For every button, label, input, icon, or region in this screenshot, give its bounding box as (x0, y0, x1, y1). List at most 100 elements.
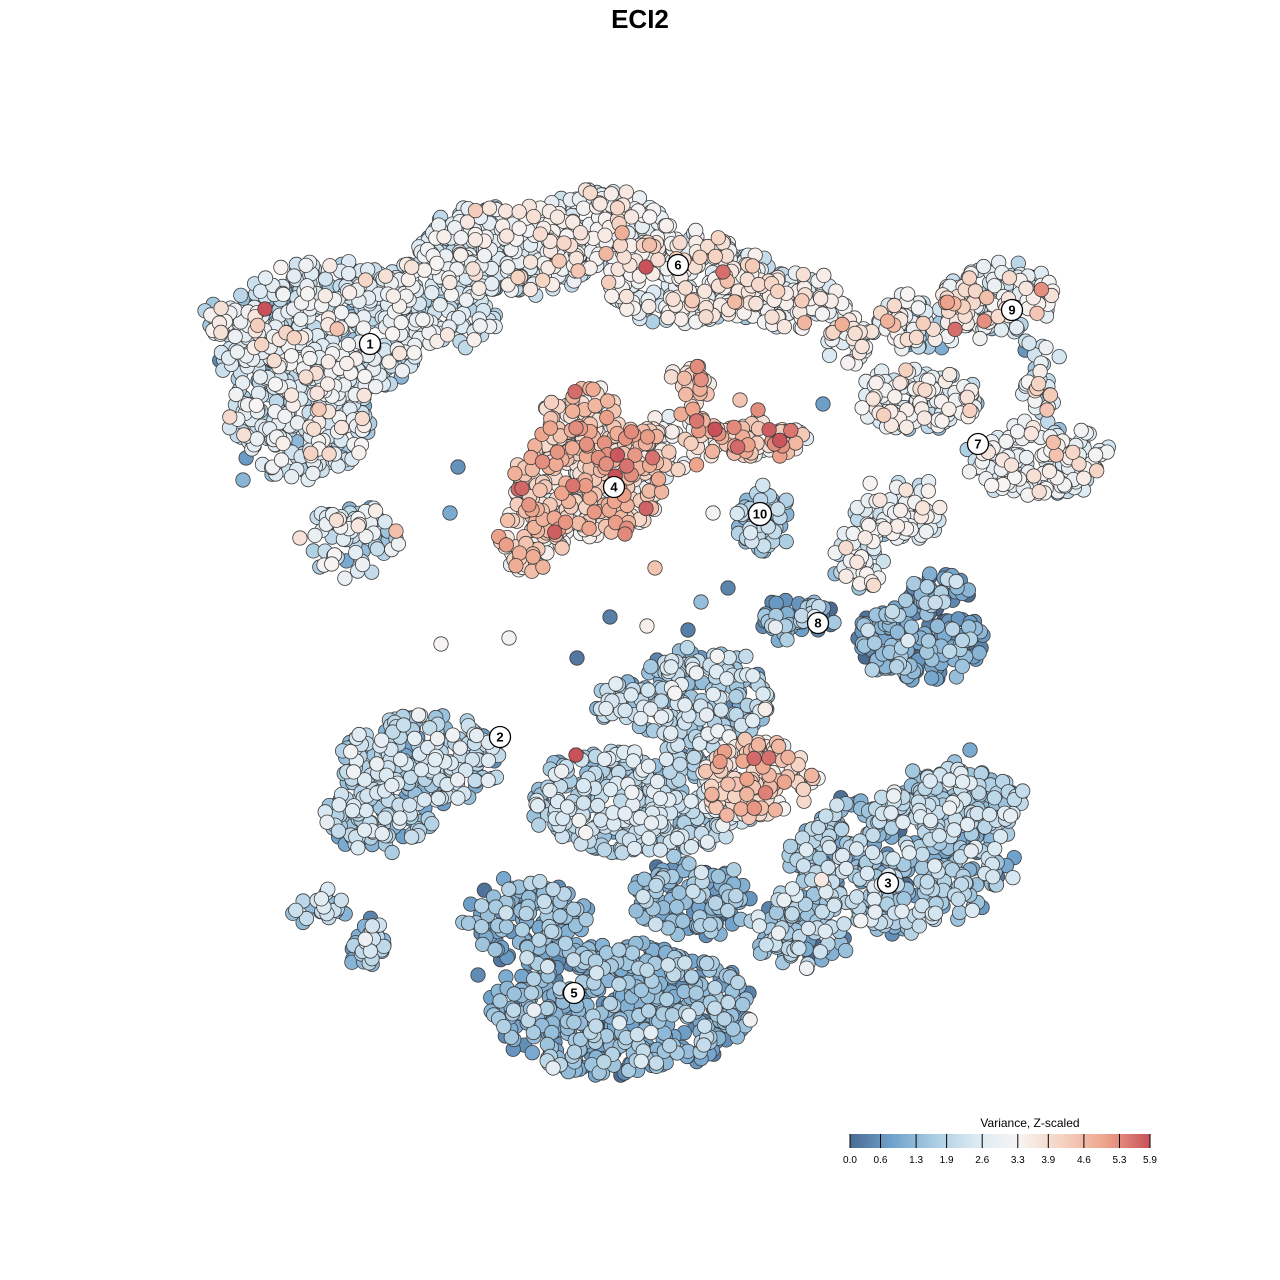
cell-point (473, 919, 490, 935)
cell-point (919, 579, 935, 595)
cell-point (596, 1054, 612, 1070)
cell-point (795, 858, 812, 874)
cell-point (903, 619, 920, 635)
cell-point (906, 575, 922, 592)
cell-point (640, 682, 656, 698)
cell-point (394, 363, 410, 379)
cell-point (617, 806, 633, 822)
cell-point (836, 916, 852, 932)
cell-point (293, 311, 309, 327)
cell-point (452, 740, 468, 756)
cell-point (343, 744, 359, 760)
cell-point (821, 839, 837, 856)
cell-point (815, 396, 831, 412)
cell-point (392, 810, 408, 826)
cell-point (745, 668, 761, 684)
cell-point (233, 287, 249, 303)
cell-point (1051, 349, 1067, 365)
cell-point (340, 265, 357, 282)
cell-point (866, 891, 882, 908)
cell-point (523, 985, 540, 1001)
cell-point (776, 892, 792, 908)
cell-point (751, 918, 768, 934)
cell-point (972, 330, 988, 347)
cell-point (476, 248, 492, 264)
cell-point (683, 793, 699, 809)
cell-point (758, 937, 774, 953)
cell-point (735, 996, 751, 1013)
cell-point (683, 839, 700, 855)
cell-point (526, 971, 542, 987)
cell-point (628, 903, 644, 919)
cell-point (865, 827, 881, 843)
cell-point (889, 624, 906, 640)
cell-point (649, 773, 666, 790)
cell-point (720, 903, 736, 919)
cell-point (742, 525, 759, 541)
cell-point (663, 659, 679, 675)
cell-point (252, 369, 268, 385)
cell-point (593, 812, 609, 828)
cell-point (569, 650, 585, 666)
cell-point (971, 645, 987, 661)
cell-point (635, 889, 651, 905)
cell-point (639, 962, 655, 978)
cell-point (679, 640, 695, 656)
cell-point (975, 258, 992, 275)
cell-point (468, 727, 485, 744)
cell-point (710, 868, 726, 885)
cell-point (884, 603, 901, 620)
cell-point (227, 328, 243, 345)
cell-point (920, 633, 937, 649)
cell-point (922, 812, 939, 829)
cell-point (942, 643, 958, 659)
cell-point (539, 959, 556, 975)
cell-point (484, 276, 500, 292)
cell-point (487, 942, 503, 958)
cell-point (705, 686, 721, 702)
cell-point (922, 566, 938, 582)
cell-point (374, 826, 390, 842)
cell-point (442, 505, 458, 521)
cell-point (640, 1003, 657, 1019)
cell-point (429, 730, 446, 747)
cell-point (669, 830, 685, 847)
cell-point (838, 860, 854, 877)
cell-point (905, 763, 921, 779)
cell-point (829, 797, 845, 813)
cell-point (588, 1018, 604, 1034)
cell-point (688, 985, 704, 1001)
cell-point (985, 869, 1001, 885)
cell-point (791, 940, 807, 956)
cell-point (720, 994, 736, 1011)
cell-point (946, 822, 962, 838)
cell-point (672, 756, 688, 772)
cell-point (643, 1025, 659, 1041)
cell-point (416, 792, 432, 808)
cell-point (257, 270, 274, 286)
cell-point (450, 459, 466, 475)
cell-point (755, 477, 771, 493)
cell-point (542, 782, 558, 799)
cell-point (319, 814, 335, 830)
cell-point (1038, 339, 1054, 356)
cell-point (480, 752, 496, 769)
cell-point (470, 967, 486, 983)
cell-point (849, 841, 865, 857)
cell-point (501, 630, 517, 646)
cell-point (648, 877, 664, 894)
cell-point (596, 751, 613, 767)
cell-point (818, 808, 834, 824)
cell-point (730, 974, 746, 991)
cell-point (699, 834, 716, 850)
cell-point (707, 895, 724, 911)
cell-point (981, 806, 998, 823)
cell-point (849, 889, 865, 905)
cell-point (779, 632, 795, 648)
cell-point (728, 888, 744, 904)
cell-point (778, 533, 794, 550)
cell-point (883, 805, 899, 821)
cell-point (427, 752, 443, 768)
cell-point (954, 658, 970, 674)
cell-point (1021, 335, 1037, 351)
